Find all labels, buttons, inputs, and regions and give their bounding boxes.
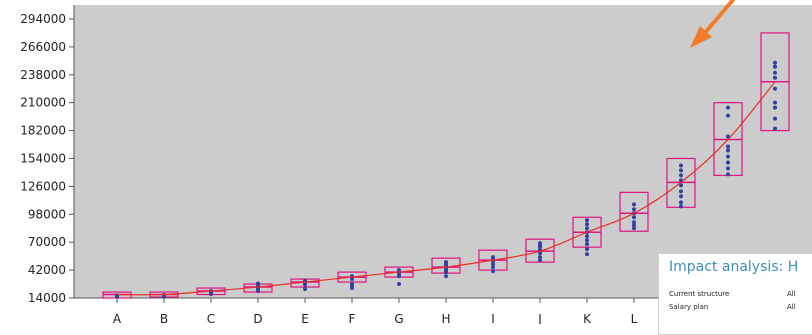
data-point [538, 251, 542, 256]
data-point [679, 204, 683, 209]
data-point [397, 268, 401, 273]
data-point [773, 60, 777, 65]
data-point [773, 75, 777, 80]
data-point [538, 255, 542, 260]
data-point [773, 86, 777, 91]
data-point [726, 166, 730, 171]
data-point [679, 173, 683, 178]
x-tick-label: D [253, 312, 262, 324]
data-point [632, 202, 636, 207]
data-point [726, 160, 730, 165]
data-point [679, 194, 683, 199]
y-tick-label: 238000 [20, 68, 66, 82]
y-tick-label: 98000 [28, 207, 66, 221]
data-point [773, 64, 777, 69]
box-plot-chart: 14000 42000 70000 98000 126000 154000 182000 21… [20, 0, 812, 324]
data-point [491, 265, 495, 270]
data-point [585, 234, 589, 239]
x-tick-label: E [301, 312, 309, 324]
data-point [726, 144, 730, 149]
impact-row-value: All [787, 303, 796, 311]
data-point [585, 242, 589, 247]
y-tick-label: 126000 [20, 179, 66, 193]
y-tick-label: 14000 [28, 291, 66, 305]
data-point [491, 255, 495, 260]
data-point [632, 215, 636, 220]
data-point [632, 226, 636, 231]
x-tick-label: A [113, 312, 122, 324]
y-tick-label: 266000 [20, 40, 66, 54]
y-tick-label: 294000 [20, 12, 66, 26]
data-point [350, 277, 354, 282]
x-tick-label: F [349, 312, 356, 324]
data-point [585, 218, 589, 223]
data-point [679, 163, 683, 168]
x-tick-label: J [537, 312, 542, 324]
impact-row-value: All [787, 290, 796, 298]
data-point [585, 252, 589, 257]
data-point [679, 189, 683, 194]
data-point [491, 262, 495, 267]
data-point [538, 258, 542, 263]
y-tick-label: 70000 [28, 235, 66, 249]
data-point [632, 207, 636, 212]
data-point [585, 222, 589, 227]
x-tick-label: I [491, 312, 495, 324]
y-axis: 14000 42000 70000 98000 126000 154000 182000 21… [20, 5, 75, 305]
data-point [632, 220, 636, 225]
data-point [773, 105, 777, 110]
data-point [726, 134, 730, 139]
data-point [303, 287, 307, 292]
data-point [726, 113, 730, 118]
y-tick-label: 182000 [20, 124, 66, 138]
data-point [773, 116, 777, 121]
x-tick-label: C [207, 312, 215, 324]
impact-row-salary-plan: Salary plan All [669, 303, 796, 311]
plot-area [74, 5, 812, 298]
data-point [585, 247, 589, 252]
data-point [538, 241, 542, 246]
data-point [444, 274, 448, 279]
impact-row-current-structure: Current structure All [669, 290, 796, 298]
data-point [585, 238, 589, 243]
x-tick-label: L [631, 312, 638, 324]
data-point [773, 100, 777, 105]
arrow-annotation [690, 0, 736, 48]
x-tick-label: K [583, 312, 592, 324]
data-point [256, 281, 260, 286]
x-tick-label: G [394, 312, 403, 324]
data-point [726, 154, 730, 159]
impact-row-label: Current structure [669, 290, 730, 298]
impact-row-label: Salary plan [669, 303, 709, 311]
y-tick-label: 42000 [28, 263, 66, 277]
data-point [585, 226, 589, 231]
impact-analysis-title: Impact analysis: H [669, 259, 799, 275]
y-tick-label: 154000 [20, 151, 66, 165]
x-tick-label: H [441, 312, 450, 324]
data-point [491, 269, 495, 274]
trend-line [116, 81, 776, 296]
data-point [679, 183, 683, 188]
x-tick-label: B [160, 312, 168, 324]
impact-analysis-panel: Impact analysis: H Current structure All… [658, 253, 812, 335]
data-point [726, 172, 730, 177]
data-point [726, 148, 730, 153]
data-point [397, 282, 401, 287]
box [619, 191, 649, 232]
data-point [773, 70, 777, 75]
data-point [726, 105, 730, 110]
data-point [773, 126, 777, 131]
y-tick-label: 210000 [20, 96, 66, 110]
data-point [679, 168, 683, 173]
data-point [444, 260, 448, 265]
data-point [632, 223, 636, 228]
data-point [679, 200, 683, 205]
data-point [350, 282, 354, 287]
data-points [115, 60, 777, 299]
